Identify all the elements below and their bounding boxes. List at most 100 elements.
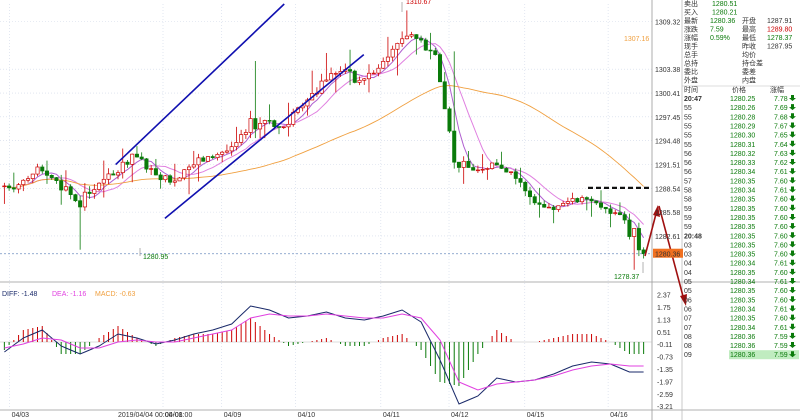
candle-100 [475, 165, 480, 173]
candle-body [144, 158, 149, 170]
trade-change-19: 7.60 [774, 270, 788, 277]
candle-body [352, 70, 357, 83]
trade-change-11: 7.60 [774, 197, 788, 204]
trade-change-6: 7.63 [774, 151, 788, 158]
trade-time-3: 55 [684, 123, 692, 130]
ma-mid-line [4, 43, 644, 225]
candle-body [59, 180, 64, 191]
candle-body [134, 153, 139, 158]
trade-time-0: 20:47 [684, 96, 702, 103]
down-arrow-icon [789, 204, 796, 211]
down-arrow-icon [789, 296, 796, 303]
candle-6 [30, 173, 35, 184]
trade-change-15: 7.60 [774, 233, 788, 240]
trade-price-24: 1280.35 [730, 316, 755, 323]
down-arrow-icon [789, 259, 796, 266]
candle-110 [523, 180, 528, 197]
candle-81 [385, 36, 390, 67]
candle-body [224, 150, 229, 153]
candle-95 [452, 51, 457, 169]
candle-body [570, 198, 575, 202]
trade-change-16: 7.60 [774, 242, 788, 249]
candle-body [423, 39, 428, 51]
candle-body [603, 206, 608, 210]
annotation-lines: 1310.67 1280.95 1278.37 1307.16 [0, 0, 687, 306]
candle-body [101, 178, 106, 184]
stat-label-right-4: 均价 [742, 50, 756, 59]
candle-49 [234, 126, 239, 151]
candle-body [381, 61, 386, 69]
x-label-7: 04/16 [610, 412, 628, 419]
candle-body [414, 34, 419, 39]
candle-body [466, 160, 471, 168]
x-label-4: 04/11 [383, 412, 400, 419]
candle-48 [229, 141, 234, 156]
candle-body [485, 168, 490, 170]
candle-body [613, 212, 618, 214]
candle-body [215, 154, 220, 158]
channel-lower-line [164, 53, 365, 220]
candle-68 [324, 52, 329, 82]
trade-time-1: 55 [684, 105, 692, 112]
trade-time-23: 06 [684, 306, 692, 313]
trade-time-24: 07 [684, 316, 692, 323]
candle-96 [456, 161, 461, 173]
candle-body [333, 73, 338, 75]
candle-body [210, 156, 215, 158]
candle-80 [381, 57, 386, 70]
candle-body [73, 194, 78, 202]
current-price-tag [653, 248, 683, 258]
x-label-0: 04/03 [12, 412, 30, 419]
stat-label-right-0: 开盘 [742, 16, 756, 25]
down-arrow-icon [789, 159, 796, 166]
candle-135 [641, 247, 646, 259]
down-arrow-icon [789, 149, 796, 156]
candle-body [518, 178, 523, 183]
candle-body [523, 182, 528, 192]
stat-value-right-2: 1278.37 [767, 35, 792, 42]
trade-price-5: 1280.31 [730, 142, 755, 149]
macd-tick-1: 1.75 [657, 305, 671, 312]
trade-time-21: 05 [684, 288, 692, 295]
candle-body [7, 185, 12, 189]
candle-27 [130, 153, 135, 183]
candle-body [125, 161, 130, 165]
candle-25 [120, 148, 125, 179]
candle-38 [182, 169, 187, 181]
candle-114 [542, 200, 547, 208]
candle-body [172, 180, 177, 183]
stat-label-right-5: 持仓差 [742, 59, 763, 68]
trade-price-11: 1280.35 [730, 197, 755, 204]
candle-body [258, 123, 263, 130]
trade-change-7: 7.62 [774, 160, 788, 167]
candle-body [149, 168, 154, 170]
candle-82 [390, 45, 395, 62]
candle-2 [11, 172, 16, 193]
candle-15 [73, 193, 78, 203]
x-label-5: 04/12 [451, 412, 469, 419]
candle-body [130, 153, 135, 165]
candle-body [92, 189, 97, 194]
candle-83 [395, 42, 400, 76]
low-right-annotation: 1278.37 [614, 274, 639, 281]
candle-body [26, 178, 31, 181]
candle-53 [253, 61, 258, 139]
candle-85 [404, 10, 409, 40]
high-annotation: 1310.67 [406, 0, 431, 6]
trade-change-4: 7.65 [774, 133, 788, 140]
candle-122 [580, 195, 585, 205]
trade-time-28: 09 [684, 352, 692, 359]
candle-79 [376, 64, 381, 77]
candle-69 [329, 67, 334, 81]
candle-body [229, 146, 234, 152]
candle-106 [504, 167, 509, 173]
trade-price-19: 1280.35 [730, 270, 755, 277]
candle-86 [409, 31, 414, 39]
candle-body [461, 160, 466, 168]
candle-84 [400, 31, 405, 47]
trade-price-21: 1280.35 [730, 288, 755, 295]
channel-upper-line [115, 3, 285, 166]
quote-top-value-1: 1280.21 [712, 10, 737, 17]
candle-body [357, 79, 362, 83]
macd-legend-diff: DIFF: -1.48 [2, 291, 38, 298]
